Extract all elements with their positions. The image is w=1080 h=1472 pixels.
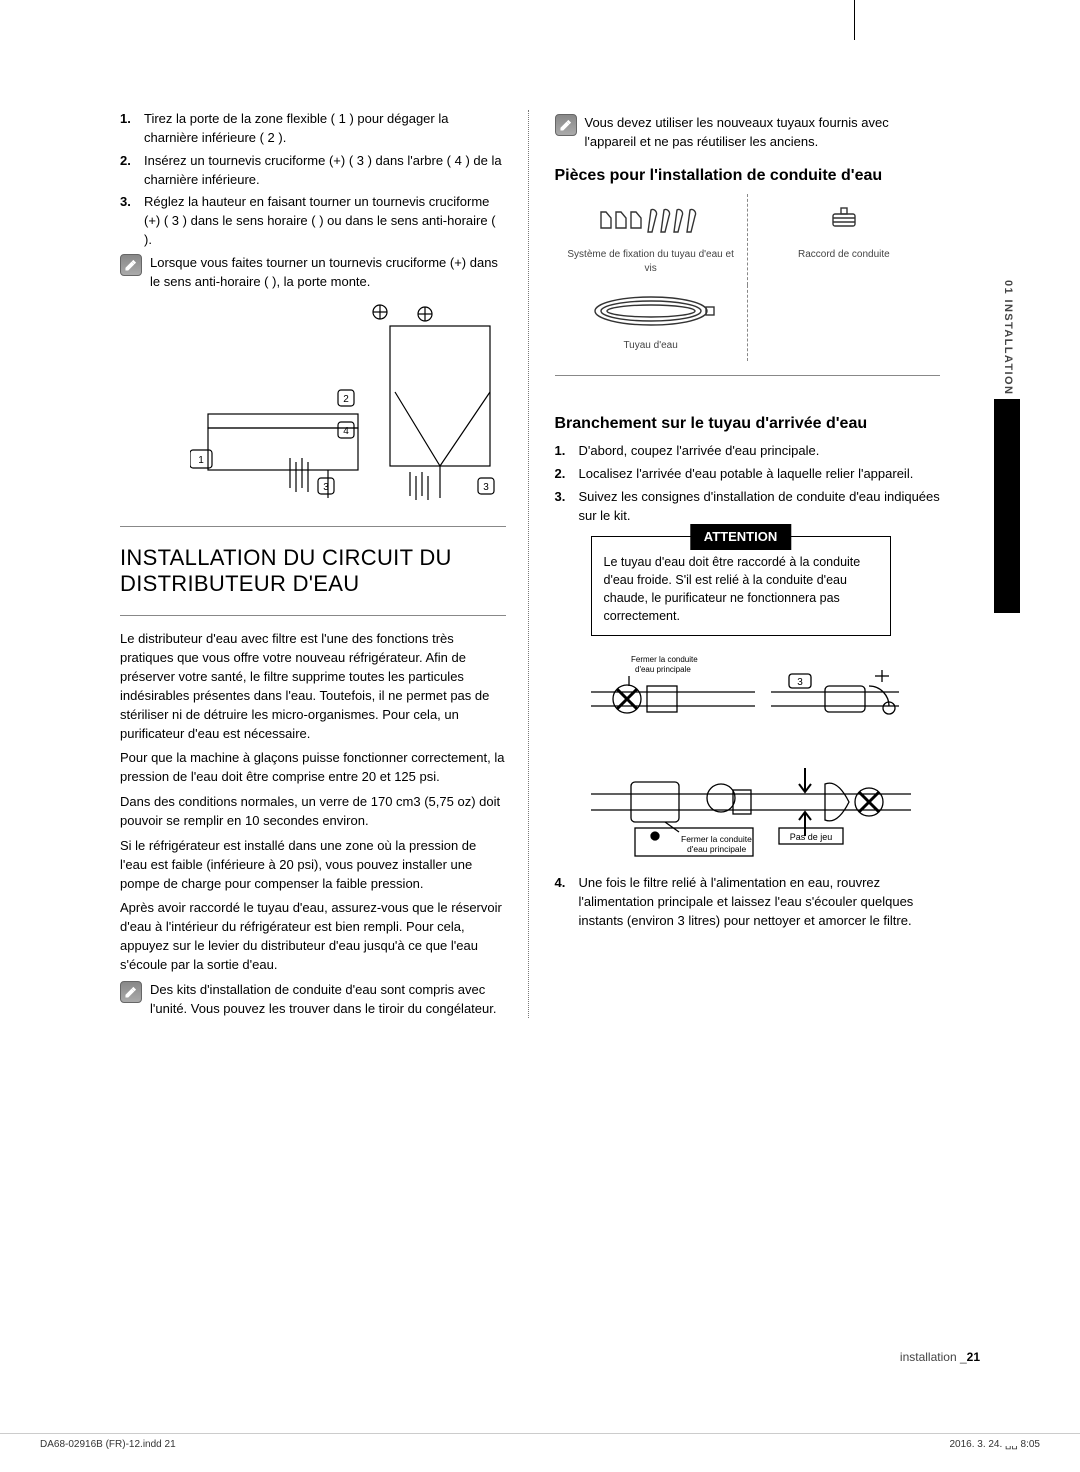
top-crop-mark [854, 0, 855, 40]
parts-table: Système de fixation du tuyau d'eau et vi… [555, 194, 941, 377]
note-install-kit: Des kits d'installation de conduite d'ea… [120, 981, 506, 1019]
svg-text:1: 1 [198, 455, 204, 466]
section-title-water-dispenser: INSTALLATION DU CIRCUIT DU DISTRIBUTEUR … [120, 545, 506, 598]
note-text: Lorsque vous faites tourner un tournevis… [150, 254, 506, 292]
valve-closing-diagrams: Fermer la conduite d'eau principale 3 [591, 650, 911, 860]
svg-text:d'eau principale: d'eau principale [635, 665, 691, 674]
svg-text:Fermer la conduite: Fermer la conduite [631, 655, 698, 664]
note-text: Des kits d'installation de conduite d'ea… [150, 981, 506, 1019]
note-screwdriver: Lorsque vous faites tourner un tournevis… [120, 254, 506, 292]
list-item: 1.D'abord, coupez l'arrivée d'eau princi… [555, 442, 941, 461]
note-use-new-hoses: Vous devez utiliser les nouveaux tuyaux … [555, 114, 941, 152]
svg-text:2: 2 [343, 394, 349, 405]
section-divider [120, 526, 506, 527]
connect-water-subtitle: Branchement sur le tuyau d'arrivée d'eau [555, 414, 941, 434]
list-item: 2.Localisez l'arrivée d'eau potable à la… [555, 465, 941, 484]
left-steps-list: 1.Tirez la porte de la zone flexible ( 1… [120, 110, 506, 250]
list-item: 3.Réglez la hauteur en faisant tourner u… [120, 193, 506, 250]
svg-text:3: 3 [797, 677, 803, 688]
svg-text:3: 3 [483, 482, 489, 493]
footer-page-number: installation _21 [900, 1349, 980, 1366]
side-tab-label: 01 INSTALLATION [999, 280, 1015, 395]
list-item: 3.Suivez les consignes d'installation de… [555, 488, 941, 526]
title-underline [120, 615, 506, 616]
print-file-name: DA68-02916B (FR)-12.indd 21 [40, 1438, 176, 1453]
note-text: Vous devez utiliser les nouveaux tuyaux … [585, 114, 941, 152]
pencil-note-icon [120, 254, 142, 276]
parts-cell-hose: Tuyau d'eau [555, 285, 748, 362]
list-item: 1.Tirez la porte de la zone flexible ( 1… [120, 110, 506, 148]
water-hose-icon [561, 289, 741, 333]
print-timestamp: 2016. 3. 24. ␣␣ 8:05 [949, 1438, 1040, 1453]
step-text: Suivez les consignes d'installation de c… [579, 488, 941, 526]
svg-text:Pas de jeu: Pas de jeu [789, 832, 832, 842]
connector-icon [754, 198, 934, 242]
svg-text:d'eau principale: d'eau principale [687, 844, 747, 854]
body-para: Après avoir raccordé le tuyau d'eau, ass… [120, 899, 506, 974]
svg-text:Fermer la conduite: Fermer la conduite [681, 834, 752, 844]
attention-text: Le tuyau d'eau doit être raccordé à la c… [591, 536, 891, 637]
parts-label: Raccord de conduite [754, 248, 934, 263]
step-text: Tirez la porte de la zone flexible ( 1 )… [144, 110, 506, 148]
pencil-note-icon [555, 114, 577, 136]
side-tab-black-bar [994, 399, 1020, 613]
attention-callout: ATTENTION Le tuyau d'eau doit être racco… [591, 536, 891, 637]
parts-cell-empty [748, 285, 940, 362]
side-tab: 01 INSTALLATION [994, 280, 1020, 613]
step-text: Réglez la hauteur en faisant tourner un … [144, 193, 506, 250]
parts-label: Système de fixation du tuyau d'eau et vi… [561, 248, 741, 277]
parts-label: Tuyau d'eau [561, 339, 741, 354]
svg-text:4: 4 [343, 426, 349, 437]
parts-subtitle: Pièces pour l'installation de conduite d… [555, 166, 941, 186]
clamps-screws-icon [561, 198, 741, 242]
right-column: Vous devez utiliser les nouveaux tuyaux … [555, 110, 981, 1018]
footer-page: 21 [967, 1350, 980, 1364]
body-para: Le distributeur d'eau avec filtre est l'… [120, 630, 506, 743]
left-column: 1.Tirez la porte de la zone flexible ( 1… [120, 110, 529, 1018]
step-text: Localisez l'arrivée d'eau potable à laqu… [579, 465, 914, 484]
list-item: 2.Insérez un tournevis cruciforme (+) ( … [120, 152, 506, 190]
parts-cell-clamps: Système de fixation du tuyau d'eau et vi… [555, 194, 748, 285]
body-para: Pour que la machine à glaçons puisse fon… [120, 749, 506, 787]
step-text: D'abord, coupez l'arrivée d'eau principa… [579, 442, 820, 461]
body-para: Si le réfrigérateur est installé dans un… [120, 837, 506, 894]
step-text: Insérez un tournevis cruciforme (+) ( 3 … [144, 152, 506, 190]
footer-section: installation _ [900, 1350, 967, 1364]
step-text: Une fois le filtre relié à l'alimentatio… [579, 874, 941, 931]
list-item: 4.Une fois le filtre relié à l'alimentat… [555, 874, 941, 931]
attention-badge: ATTENTION [690, 524, 791, 551]
pencil-note-icon [120, 981, 142, 1003]
parts-cell-connector: Raccord de conduite [748, 194, 940, 285]
body-para: Dans des conditions normales, un verre d… [120, 793, 506, 831]
print-meta-bar: DA68-02916B (FR)-12.indd 21 2016. 3. 24.… [0, 1433, 1080, 1453]
connect-water-steps: 1.D'abord, coupez l'arrivée d'eau princi… [555, 442, 941, 525]
step4-list: 4.Une fois le filtre relié à l'alimentat… [555, 874, 941, 931]
hinge-adjust-diagram: 1 2 4 3 3 [190, 302, 500, 502]
